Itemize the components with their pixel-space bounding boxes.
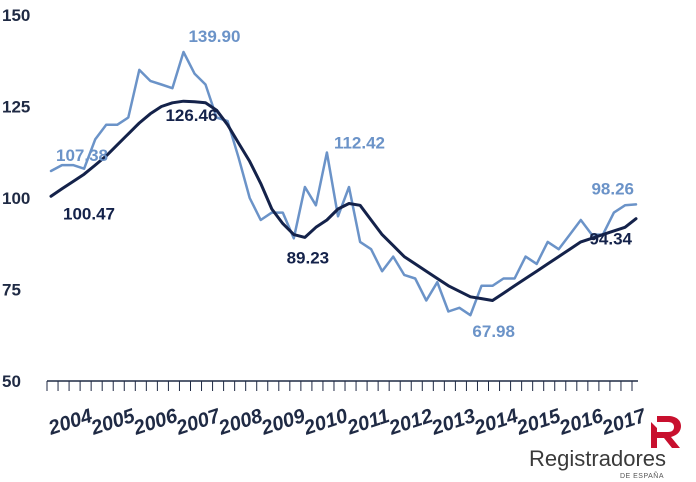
x-tick-label: 2011: [344, 405, 393, 440]
x-tick-label: 2016: [556, 405, 607, 440]
data-label: 139.90: [188, 27, 240, 46]
data-label: 112.42: [334, 134, 385, 153]
x-tick-label: 2013: [428, 405, 478, 440]
series-lines: [49, 50, 638, 317]
y-tick-label: 50: [2, 372, 21, 391]
y-tick-label: 75: [2, 281, 21, 300]
x-tick-label: 2010: [300, 405, 350, 440]
logo: Registradores DE ESPAÑA: [529, 416, 681, 480]
data-labels: 107.38 139.90 112.42 67.98 98.26 100.47 126.46…: [56, 27, 634, 341]
x-axis: [46, 380, 638, 391]
x-tick-label: 2017: [598, 405, 649, 440]
logo-r-icon: [651, 416, 681, 448]
x-axis-labels: 2004200520062007200820092010201120122013…: [45, 405, 649, 440]
x-tick-label: 2005: [87, 405, 138, 440]
x-tick-label: 2009: [258, 405, 309, 440]
data-label: 89.23: [287, 248, 330, 267]
x-tick-label: 2007: [173, 405, 224, 440]
data-label: 67.98: [472, 322, 515, 341]
logo-subtext: DE ESPAÑA: [620, 471, 664, 480]
data-label: 98.26: [591, 179, 634, 198]
y-tick-label: 125: [2, 98, 30, 117]
x-tick-label: 2015: [513, 405, 564, 440]
x-tick-label: 2014: [471, 405, 521, 440]
data-label: 107.38: [56, 146, 108, 165]
x-tick-label: 2008: [215, 405, 266, 440]
x-tick-label: 2004: [45, 405, 95, 440]
data-label: 100.47: [63, 204, 115, 223]
series-line-trend: [49, 99, 638, 302]
y-tick-label: 150: [2, 6, 30, 25]
y-tick-label: 100: [2, 189, 30, 208]
logo-text: Registradores: [529, 446, 666, 471]
data-label: 94.34: [589, 230, 632, 249]
x-tick-label: 2012: [386, 405, 436, 440]
series-line-quarterly: [49, 50, 638, 317]
y-axis-ticks: 150 125 100 75 50: [2, 6, 30, 391]
x-tick-label: 2006: [130, 405, 181, 440]
data-label: 126.46: [165, 106, 217, 125]
